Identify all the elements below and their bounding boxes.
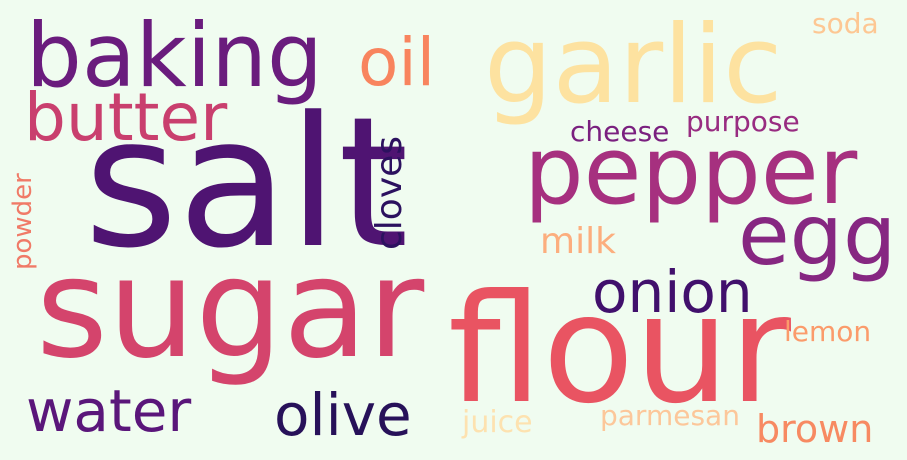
word-onion: onion (592, 258, 753, 326)
word-parmesan: parmesan (600, 399, 740, 432)
word-sugar: sugar (36, 228, 425, 389)
word-garlic: garlic (484, 3, 783, 128)
word-milk: milk (540, 221, 616, 262)
word-brown: brown (756, 407, 874, 451)
word-flour: flour (448, 263, 791, 437)
word-water: water (26, 377, 192, 445)
word-powder: powder (8, 173, 38, 270)
word-lemon: lemon (784, 315, 872, 348)
word-salt: salt (84, 79, 409, 288)
word-pepper: pepper (524, 117, 858, 226)
word-cheese: cheese (570, 115, 670, 148)
word-purpose: purpose (686, 105, 800, 138)
word-soda: soda (812, 7, 879, 40)
word-cloves: cloves (369, 135, 410, 250)
word-juice: juice (462, 405, 533, 440)
word-olive: olive (274, 381, 412, 449)
word-egg: egg (738, 186, 897, 284)
word-oil: oil (358, 24, 436, 101)
word-baking: baking (26, 4, 323, 107)
word-butter: butter (24, 79, 228, 156)
